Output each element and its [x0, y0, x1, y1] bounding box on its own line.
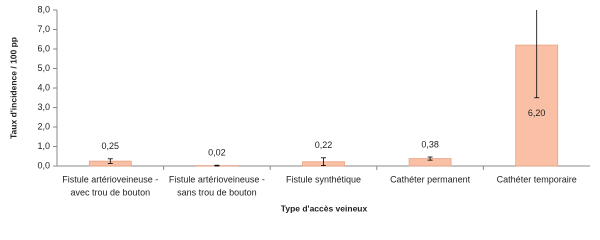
y-tick-label: 8,0 [37, 4, 50, 14]
x-axis-title: Type d'accès veineux [281, 203, 368, 213]
x-tick-label: Cathéter temporaire [497, 174, 577, 184]
page: {"chart_data": { "type": "bar", "y_label… [8, 4, 590, 214]
data-label: 0,22 [315, 140, 333, 150]
x-tick-label: Fistule synthétique [286, 174, 361, 184]
y-tick-label: 5,0 [37, 63, 50, 73]
error-bar [107, 158, 113, 164]
x-tick-label: Fistule artérioveineuse - [62, 174, 158, 184]
error-bar [427, 156, 433, 161]
error-bar [321, 157, 326, 167]
y-tick-label: 1,0 [37, 141, 50, 151]
y-tick-label: 7,0 [37, 24, 50, 34]
y-axis-title: Taux d'incidence / 100 pp [8, 37, 18, 139]
x-tick-label: sans trou de bouton [177, 187, 257, 197]
data-label: 0,02 [208, 148, 226, 158]
error-bar [214, 164, 220, 167]
plot-area [88, 10, 559, 167]
data-label: 6,20 [528, 108, 546, 118]
y-tick-label: 4,0 [37, 82, 50, 92]
x-tick-label: Cathéter permanent [390, 174, 471, 184]
chart: Taux d'incidence / 100 pp Type d'accès v… [8, 4, 590, 213]
y-tick-label: 0,0 [37, 160, 50, 170]
y-tick-label: 2,0 [37, 121, 50, 131]
data-label: 0,38 [421, 139, 439, 149]
y-tick-label: 6,0 [37, 43, 50, 53]
y-tick-label: 3,0 [37, 102, 50, 112]
error-bar [534, 10, 540, 99]
data-label: 0,25 [102, 141, 120, 151]
x-tick-label: avec trou de bouton [71, 187, 151, 197]
x-tick-label: Fistule artérioveineuse - [169, 174, 265, 184]
